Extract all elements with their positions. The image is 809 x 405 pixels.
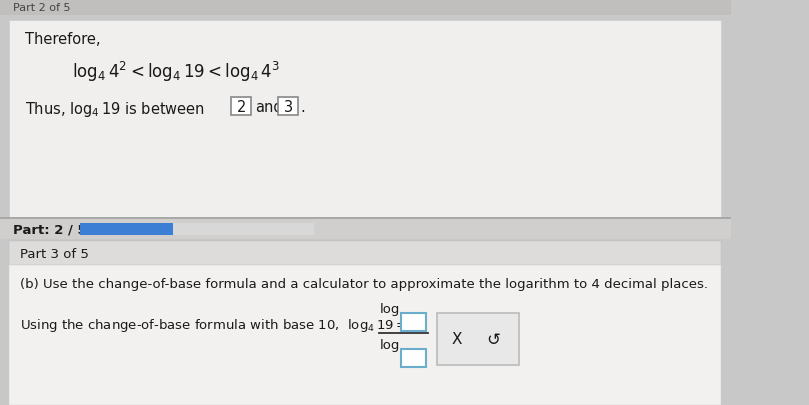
Text: 2: 2 bbox=[236, 99, 246, 114]
Bar bbox=[401, 313, 426, 331]
Text: Part: 2 / 5: Part: 2 / 5 bbox=[13, 223, 87, 236]
Text: log: log bbox=[379, 338, 400, 351]
Text: ↺: ↺ bbox=[486, 330, 500, 348]
Text: 3: 3 bbox=[284, 99, 293, 114]
Text: .: . bbox=[300, 100, 305, 115]
Bar bbox=[9, 265, 721, 405]
Text: (b) Use the change-of-base formula and a calculator to approximate the logarithm: (b) Use the change-of-base formula and a… bbox=[20, 277, 708, 290]
Bar bbox=[231, 98, 251, 116]
Bar bbox=[278, 98, 299, 116]
Bar bbox=[0, 239, 731, 405]
Text: Part 3 of 5: Part 3 of 5 bbox=[20, 247, 89, 260]
Bar bbox=[0, 217, 731, 222]
Text: Therefore,: Therefore, bbox=[25, 32, 101, 47]
Text: $\log_4 4^2 < \log_4 19 < \log_4 4^3$: $\log_4 4^2 < \log_4 19 < \log_4 4^3$ bbox=[72, 60, 281, 84]
Text: Part 2 of 5: Part 2 of 5 bbox=[13, 3, 70, 13]
Bar bbox=[79, 224, 315, 235]
Bar bbox=[9, 241, 721, 265]
Text: Using the change-of-base formula with base 10,  $\log_4 19 =$: Using the change-of-base formula with ba… bbox=[20, 317, 407, 334]
Text: Thus, $\log_4 19$ is between: Thus, $\log_4 19$ is between bbox=[25, 100, 205, 119]
Bar bbox=[0, 0, 731, 16]
Bar bbox=[401, 349, 426, 367]
Text: X: X bbox=[452, 332, 463, 347]
Text: log: log bbox=[379, 302, 400, 315]
Bar bbox=[0, 220, 731, 239]
Bar bbox=[438, 313, 519, 365]
Text: and: and bbox=[255, 100, 282, 115]
Bar bbox=[9, 21, 721, 220]
Bar bbox=[79, 224, 173, 235]
